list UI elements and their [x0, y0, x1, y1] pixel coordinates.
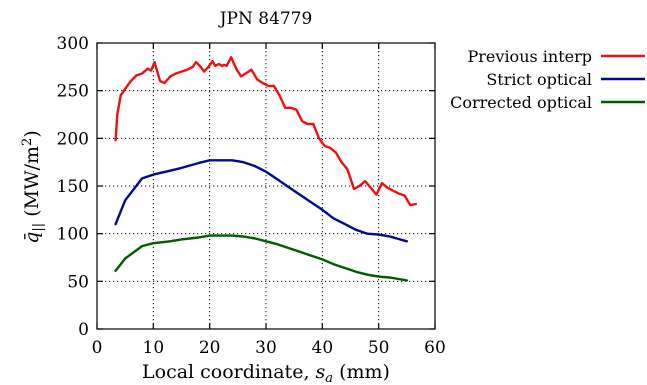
legend-label: Strict optical	[486, 70, 592, 89]
y-tick-label: 200	[57, 129, 89, 149]
grid	[97, 43, 435, 329]
y-tick-label: 0	[78, 320, 89, 340]
x-tick-label: 10	[143, 338, 165, 358]
x-tick-label: 0	[92, 338, 103, 358]
legend-label: Corrected optical	[450, 93, 592, 112]
series-layer	[114, 56, 417, 282]
x-axis-label: Local coordinate, sa (mm)	[142, 361, 390, 385]
x-tick-label: 30	[255, 338, 277, 358]
series-line-previous-interp	[114, 56, 417, 207]
x-tick-label: 60	[424, 338, 446, 358]
series-line-strict-optical	[114, 159, 408, 243]
legend-label: Previous interp	[468, 47, 592, 66]
x-tick-label: 40	[312, 338, 334, 358]
y-tick-label: 50	[67, 272, 89, 292]
chart-title: JPN 84779	[218, 9, 313, 29]
x-tick-label: 20	[199, 338, 221, 358]
y-tick-label: 150	[57, 177, 89, 197]
x-tick-labels: 0 10 20 30 40 50 60	[92, 338, 446, 358]
y-tick-label: 250	[57, 82, 89, 102]
axis-ticks	[96, 42, 436, 330]
x-tick-label: 50	[368, 338, 390, 358]
series-line-corrected-optical	[114, 234, 408, 282]
legend: Previous interp Strict optical Corrected o…	[450, 47, 645, 112]
y-tick-label: 100	[57, 225, 89, 245]
y-axis-label: q̄|| (MW/m2)	[20, 130, 46, 244]
y-tick-label: 300	[57, 34, 89, 54]
y-tick-labels: 0 50 100 150 200 250 300	[57, 34, 89, 340]
